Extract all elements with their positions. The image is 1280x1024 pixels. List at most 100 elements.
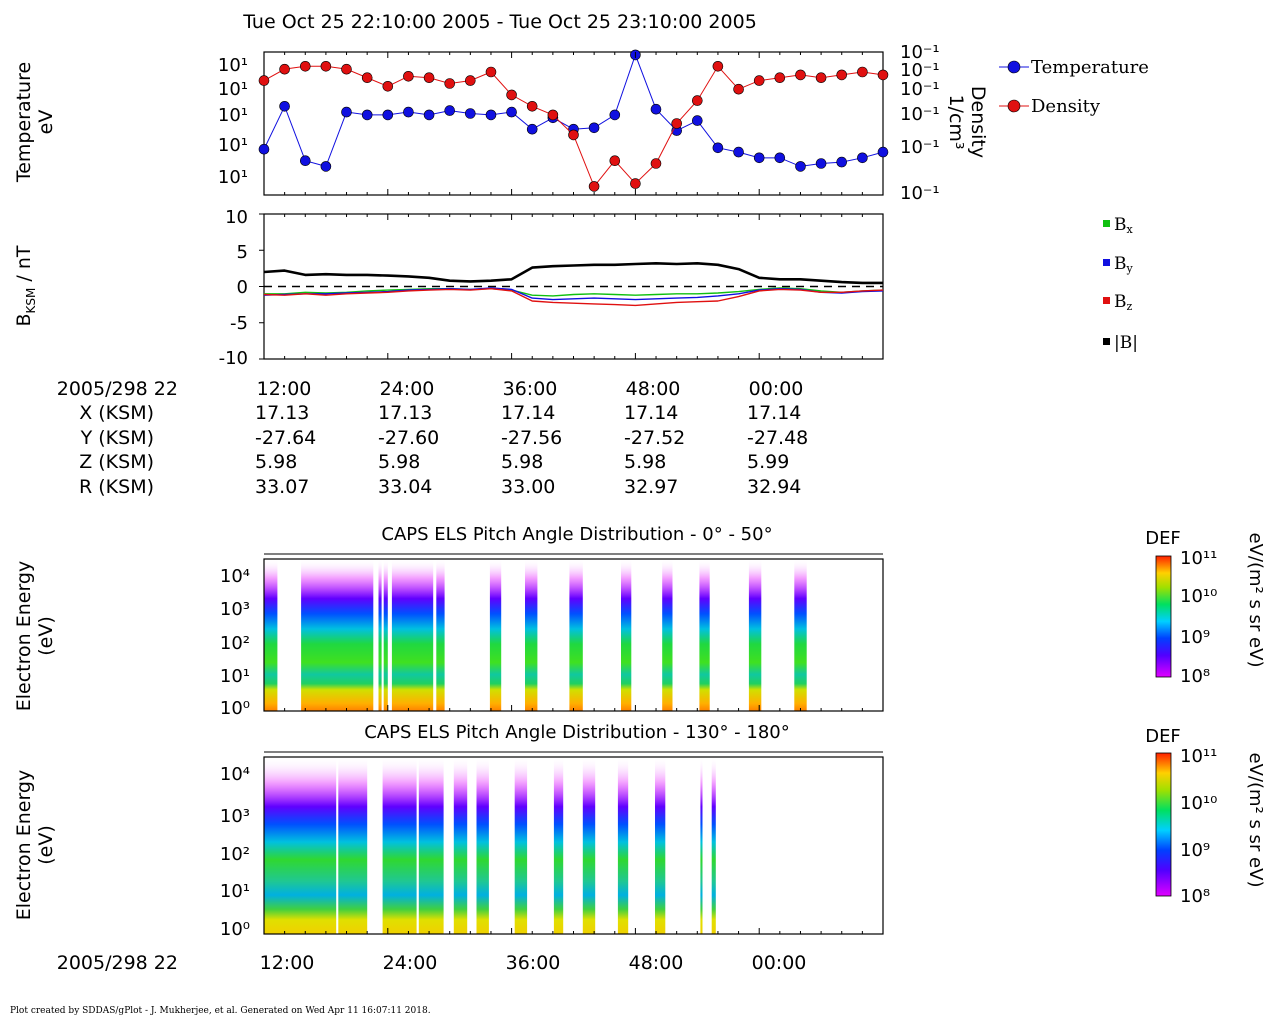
b-axis-unit: / nT — [13, 245, 35, 288]
colorbar-unit-label: eV/(m² s sr eV) — [1245, 533, 1266, 668]
colorbar-tick-label: 10⁸ — [1180, 886, 1210, 907]
temp-tick-label: 10¹ — [218, 135, 248, 156]
legend-bz-symbol: B — [1114, 292, 1127, 312]
spectrogram-0-50-panel: CAPS ELS Pitch Angle Distribution - 0° -… — [13, 524, 884, 719]
panel4-plot-area — [263, 757, 884, 934]
legend-temperature-label: Temperature — [1031, 57, 1149, 78]
density-point — [361, 72, 373, 83]
density-unit-label: 1/cm³ — [945, 94, 967, 149]
spectrogram-130-180-panel: CAPS ELS Pitch Angle Distribution - 130°… — [13, 722, 884, 940]
colorbar-gradient — [1155, 752, 1172, 897]
temperature-point — [506, 106, 517, 118]
temperature-point — [733, 146, 744, 158]
ephemeris-value: -27.48 — [747, 427, 808, 449]
panel2-y-axis: 10 5 0 -5 -10 — [219, 207, 248, 369]
b-tick-label: -5 — [230, 313, 248, 334]
spectrogram-block — [748, 559, 762, 711]
temperature-point — [279, 101, 290, 112]
ephemeris-value: 32.97 — [624, 476, 678, 498]
density-point — [795, 69, 806, 81]
spectrogram-block — [553, 757, 564, 934]
density-point — [609, 155, 621, 166]
density-point — [526, 101, 538, 112]
ephemeris-value: 33.07 — [255, 476, 309, 498]
ephemeris-value: 5.99 — [747, 451, 789, 473]
density-point — [857, 66, 868, 78]
legend-temperature-marker — [1007, 60, 1021, 74]
time-tick-label: 36:00 — [506, 952, 561, 974]
time-tick-label: 48:00 — [626, 378, 681, 400]
density-point — [382, 81, 394, 92]
energy-tick-label: 10³ — [220, 599, 250, 620]
temperature-point — [526, 123, 538, 135]
footer-credit: Plot created by SDDAS/gPlot - J. Mukherj… — [10, 1006, 431, 1016]
density-point — [815, 72, 827, 83]
temperature-unit-label: eV — [35, 110, 57, 135]
spectrogram-block — [662, 559, 673, 711]
legend-by-label: By — [1114, 254, 1134, 275]
ephemeris-value: 5.98 — [378, 451, 420, 473]
colorbar-label: DEF — [1145, 726, 1181, 747]
spectrogram-block — [301, 559, 374, 711]
density-point — [258, 75, 270, 86]
temperature-point — [299, 155, 311, 166]
colorbar-gradient — [1155, 555, 1172, 678]
ephemeris-value: 17.13 — [255, 402, 309, 424]
density-point — [630, 178, 641, 189]
temp-tick-label: 10¹ — [218, 105, 248, 126]
spectrogram-block — [264, 757, 337, 934]
energy-axis-label: Electron Energy — [13, 561, 35, 712]
temperature-point — [753, 152, 765, 164]
temperature-point — [774, 152, 786, 164]
density-point — [650, 158, 662, 169]
legend-density-marker — [1007, 99, 1021, 113]
spectrogram-block — [569, 559, 583, 711]
temperature-point — [341, 106, 352, 118]
density-point — [485, 66, 497, 78]
time-tick-label: 12:00 — [260, 952, 315, 974]
spectrogram-block — [700, 757, 703, 934]
density-tick-label: 10⁻¹ — [900, 137, 940, 158]
ephemeris-value: 33.00 — [501, 476, 555, 498]
ephemeris-value: 17.14 — [624, 402, 678, 424]
temp-tick-label: 10¹ — [218, 55, 248, 76]
spectrogram-block — [436, 559, 445, 711]
legend-by-swatch — [1103, 259, 1110, 266]
panel3-frame — [263, 558, 884, 712]
ephemeris-value: 5.98 — [624, 451, 666, 473]
density-point — [299, 61, 311, 72]
b-axis-subscript: KSM — [24, 288, 38, 314]
energy-tick-label: 10² — [220, 844, 250, 865]
density-tick-label: 10⁻¹ — [900, 42, 940, 63]
legend-bz-label: Bz — [1114, 292, 1133, 313]
spectrogram-block — [617, 757, 629, 934]
temperature-point — [444, 105, 456, 116]
density-point — [403, 71, 414, 82]
temperature-point — [857, 152, 868, 164]
spectrogram-block — [378, 559, 382, 711]
panel1-left-axis: 10¹ 10¹ 10¹ 10¹ 10¹ — [218, 55, 248, 188]
spectrogram-block — [264, 559, 278, 711]
time-tick-label: 00:00 — [752, 952, 807, 974]
temperature-point — [712, 142, 724, 154]
magnetic-field-panel: 10 5 0 -5 -10 BKSM / nT — [13, 207, 884, 369]
panel2-plot-area — [259, 213, 884, 360]
spectrogram-block — [338, 757, 368, 934]
temperature-point — [485, 109, 497, 121]
colorbar-tick-label: 10¹¹ — [1180, 548, 1217, 569]
b-axis-symbol: B — [13, 313, 35, 326]
energy-tick-label: 10⁰ — [220, 698, 250, 719]
density-point — [341, 63, 352, 75]
series-line-bz — [263, 288, 884, 307]
density-point — [568, 129, 579, 141]
temperature-density-panel: 10¹ 10¹ 10¹ 10¹ 10¹ 10⁻¹ 10⁻¹ 10⁻¹ 10⁻¹ … — [13, 42, 989, 204]
density-tick-label: 10⁻¹ — [900, 183, 940, 204]
temperature-point — [650, 103, 662, 115]
density-point — [506, 89, 517, 101]
density-point — [712, 61, 724, 72]
time-tick-label: 48:00 — [629, 952, 684, 974]
temperature-point — [877, 146, 889, 158]
colorbar-tick-label: 10¹⁰ — [1180, 586, 1217, 607]
ephemeris-value: 17.13 — [378, 402, 432, 424]
